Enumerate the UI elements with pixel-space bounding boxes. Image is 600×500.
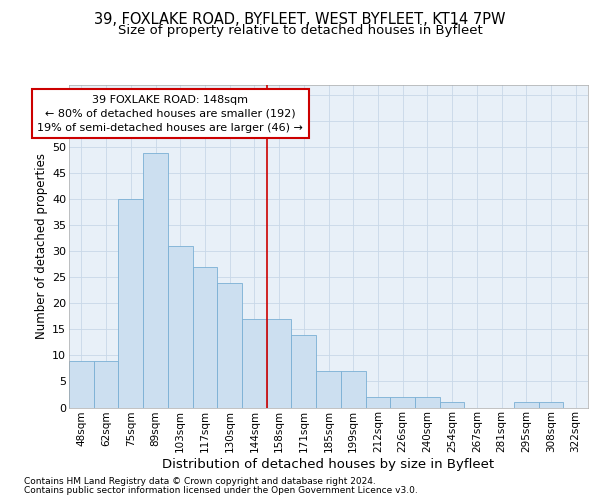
Bar bbox=[539, 402, 563, 407]
Text: 39 FOXLAKE ROAD: 148sqm
← 80% of detached houses are smaller (192)
19% of semi-d: 39 FOXLAKE ROAD: 148sqm ← 80% of detache… bbox=[37, 94, 303, 132]
Bar bbox=[316, 371, 341, 408]
Bar bbox=[118, 200, 143, 408]
Bar bbox=[415, 397, 440, 407]
Bar bbox=[365, 397, 390, 407]
Text: Contains public sector information licensed under the Open Government Licence v3: Contains public sector information licen… bbox=[24, 486, 418, 495]
Bar bbox=[267, 319, 292, 408]
Bar bbox=[390, 397, 415, 407]
Text: Contains HM Land Registry data © Crown copyright and database right 2024.: Contains HM Land Registry data © Crown c… bbox=[24, 477, 376, 486]
Bar bbox=[143, 152, 168, 408]
Y-axis label: Number of detached properties: Number of detached properties bbox=[35, 153, 48, 339]
Bar bbox=[292, 334, 316, 407]
Bar bbox=[168, 246, 193, 408]
Text: 39, FOXLAKE ROAD, BYFLEET, WEST BYFLEET, KT14 7PW: 39, FOXLAKE ROAD, BYFLEET, WEST BYFLEET,… bbox=[94, 12, 506, 28]
Bar bbox=[94, 360, 118, 408]
X-axis label: Distribution of detached houses by size in Byfleet: Distribution of detached houses by size … bbox=[163, 458, 494, 471]
Bar bbox=[69, 360, 94, 408]
Bar bbox=[217, 282, 242, 408]
Bar bbox=[514, 402, 539, 407]
Text: Size of property relative to detached houses in Byfleet: Size of property relative to detached ho… bbox=[118, 24, 482, 37]
Bar bbox=[341, 371, 365, 408]
Bar bbox=[242, 319, 267, 408]
Bar bbox=[440, 402, 464, 407]
Bar bbox=[193, 267, 217, 408]
